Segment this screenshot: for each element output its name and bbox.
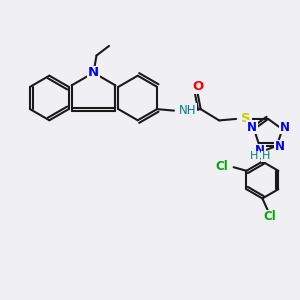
- Text: N: N: [88, 66, 99, 79]
- Text: Cl: Cl: [215, 160, 228, 173]
- Text: H: H: [250, 151, 259, 161]
- Text: Cl: Cl: [263, 210, 276, 224]
- Text: H: H: [261, 151, 270, 161]
- Text: N: N: [275, 140, 285, 153]
- Text: N: N: [247, 121, 257, 134]
- Text: N: N: [279, 121, 290, 134]
- Text: NH: NH: [179, 103, 196, 116]
- Text: S: S: [242, 112, 251, 125]
- Text: N: N: [255, 144, 265, 158]
- Text: O: O: [192, 80, 203, 93]
